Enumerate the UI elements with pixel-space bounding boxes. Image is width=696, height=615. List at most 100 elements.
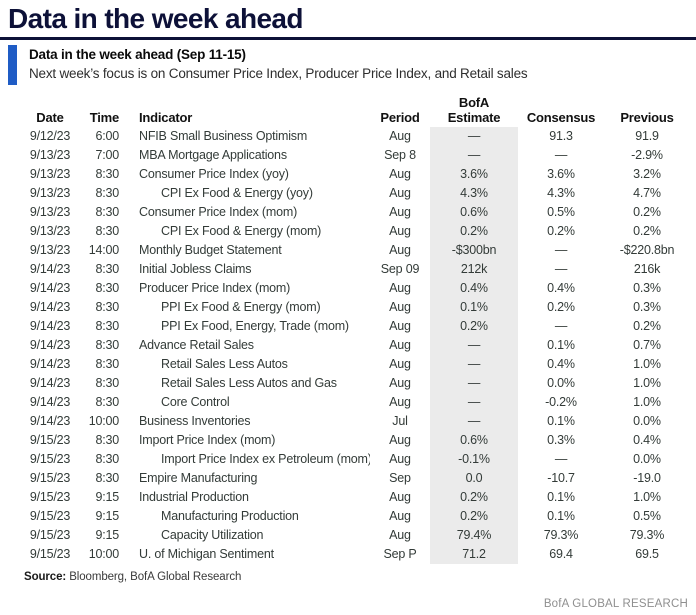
cell-previous: -$220.8bn xyxy=(619,243,675,257)
cell-time: 8:30 xyxy=(95,357,119,371)
cell-period: Jul xyxy=(392,414,408,428)
cell-consensus: — xyxy=(554,452,568,466)
cell-time: 8:30 xyxy=(95,300,119,314)
cell-period: Aug xyxy=(389,452,411,466)
column-header-indicator: Indicator xyxy=(139,110,193,125)
table-row: 9/15/23 8:30 Empire Manufacturing Sep 0.… xyxy=(18,469,690,488)
cell-bofa-estimate: -0.1% xyxy=(430,450,518,469)
cell-indicator: CPI Ex Food & Energy (mom) xyxy=(161,224,322,238)
cell-previous: 4.7% xyxy=(633,186,661,200)
cell-consensus: — xyxy=(554,319,568,333)
cell-previous: -2.9% xyxy=(631,148,663,162)
cell-bofa-estimate: — xyxy=(430,355,518,374)
table-row: 9/14/23 8:30 Advance Retail Sales Aug — … xyxy=(18,336,690,355)
cell-date: 9/13/23 xyxy=(29,186,71,200)
cell-time: 9:15 xyxy=(95,490,119,504)
cell-bofa-estimate: — xyxy=(430,393,518,412)
cell-date: 9/13/23 xyxy=(29,167,71,181)
cell-date: 9/15/23 xyxy=(29,490,71,504)
cell-time: 7:00 xyxy=(95,148,119,162)
cell-consensus: 0.3% xyxy=(547,433,575,447)
cell-bofa-estimate: 212k xyxy=(430,260,518,279)
table-row: 9/14/23 8:30 PPI Ex Food & Energy (mom) … xyxy=(18,298,690,317)
cell-previous: 0.3% xyxy=(633,300,661,314)
cell-consensus: 3.6% xyxy=(547,167,575,181)
cell-indicator: Import Price Index ex Petroleum (mom) xyxy=(161,452,370,466)
cell-time: 8:30 xyxy=(95,224,119,238)
cell-time: 8:30 xyxy=(95,205,119,219)
cell-previous: 1.0% xyxy=(633,357,661,371)
cell-period: Aug xyxy=(389,205,411,219)
cell-indicator: Core Control xyxy=(161,395,230,409)
cell-consensus: 0.1% xyxy=(547,338,575,352)
cell-previous: 216k xyxy=(633,262,661,276)
cell-date: 9/15/23 xyxy=(29,433,71,447)
cell-indicator: Initial Jobless Claims xyxy=(139,262,252,276)
cell-date: 9/13/23 xyxy=(29,205,71,219)
cell-date: 9/14/23 xyxy=(29,338,71,352)
cell-bofa-estimate: 0.2% xyxy=(430,317,518,336)
cell-consensus: 0.5% xyxy=(547,205,575,219)
table-row: 9/13/23 8:30 CPI Ex Food & Energy (yoy) … xyxy=(18,184,690,203)
cell-indicator: Industrial Production xyxy=(139,490,249,504)
cell-previous: 0.0% xyxy=(633,414,661,428)
cell-period: Aug xyxy=(389,338,411,352)
cell-indicator: Consumer Price Index (yoy) xyxy=(139,167,289,181)
cell-period: Aug xyxy=(389,243,411,257)
cell-time: 14:00 xyxy=(88,243,119,257)
source-text: Bloomberg, BofA Global Research xyxy=(66,571,242,583)
cell-period: Aug xyxy=(389,186,411,200)
cell-previous: 1.0% xyxy=(633,395,661,409)
table-row: 9/14/23 8:30 Retail Sales Less Autos Aug… xyxy=(18,355,690,374)
cell-date: 9/14/23 xyxy=(29,262,71,276)
cell-previous: 3.2% xyxy=(633,167,661,181)
cell-period: Aug xyxy=(389,357,411,371)
table-row: 9/15/23 8:30 Import Price Index ex Petro… xyxy=(18,450,690,469)
cell-time: 8:30 xyxy=(95,338,119,352)
cell-date: 9/12/23 xyxy=(29,129,71,143)
cell-indicator: CPI Ex Food & Energy (yoy) xyxy=(161,186,313,200)
cell-period: Sep 8 xyxy=(384,148,416,162)
cell-period: Sep 09 xyxy=(380,262,420,276)
cell-time: 9:15 xyxy=(95,509,119,523)
cell-indicator: PPI Ex Food, Energy, Trade (mom) xyxy=(161,319,349,333)
cell-date: 9/14/23 xyxy=(29,376,71,390)
table-row: 9/15/23 8:30 Import Price Index (mom) Au… xyxy=(18,431,690,450)
column-header-previous: Previous xyxy=(620,110,674,125)
cell-previous: 0.2% xyxy=(633,224,661,238)
cell-period: Aug xyxy=(389,395,411,409)
cell-bofa-estimate: 71.2 xyxy=(430,545,518,564)
cell-bofa-estimate: 0.6% xyxy=(430,431,518,450)
cell-bofa-estimate: 0.4% xyxy=(430,279,518,298)
cell-time: 9:15 xyxy=(95,528,119,542)
cell-time: 8:30 xyxy=(95,395,119,409)
cell-bofa-estimate: — xyxy=(430,374,518,393)
cell-consensus: 0.2% xyxy=(547,224,575,238)
column-header-bofa-line2: Estimate xyxy=(447,110,501,125)
column-header-bofa-line1: BofA xyxy=(458,95,490,110)
cell-previous: 0.5% xyxy=(633,509,661,523)
cell-indicator: Import Price Index (mom) xyxy=(139,433,276,447)
callout-heading: Data in the week ahead (Sep 11-15) xyxy=(29,47,246,62)
cell-date: 9/14/23 xyxy=(29,281,71,295)
cell-indicator: Producer Price Index (mom) xyxy=(139,281,291,295)
cell-time: 8:30 xyxy=(95,376,119,390)
table-row: 9/15/23 9:15 Industrial Production Aug 0… xyxy=(18,488,690,507)
cell-bofa-estimate: 0.1% xyxy=(430,298,518,317)
page-title: Data in the week ahead xyxy=(8,3,304,34)
cell-consensus: 91.3 xyxy=(549,129,573,143)
table-row: 9/15/23 9:15 Capacity Utilization Aug 79… xyxy=(18,526,690,545)
cell-consensus: — xyxy=(554,148,568,162)
cell-bofa-estimate: 0.2% xyxy=(430,222,518,241)
cell-consensus: -10.7 xyxy=(547,471,575,485)
cell-bofa-estimate: — xyxy=(430,146,518,165)
cell-consensus: 79.3% xyxy=(543,528,579,542)
cell-period: Aug xyxy=(389,167,411,181)
cell-previous: 0.0% xyxy=(633,452,661,466)
cell-bofa-estimate: 79.4% xyxy=(430,526,518,545)
cell-indicator: Retail Sales Less Autos xyxy=(161,357,288,371)
cell-previous: 0.7% xyxy=(633,338,661,352)
table-row: 9/14/23 10:00 Business Inventories Jul —… xyxy=(18,412,690,431)
cell-date: 9/15/23 xyxy=(29,471,71,485)
cell-time: 8:30 xyxy=(95,167,119,181)
